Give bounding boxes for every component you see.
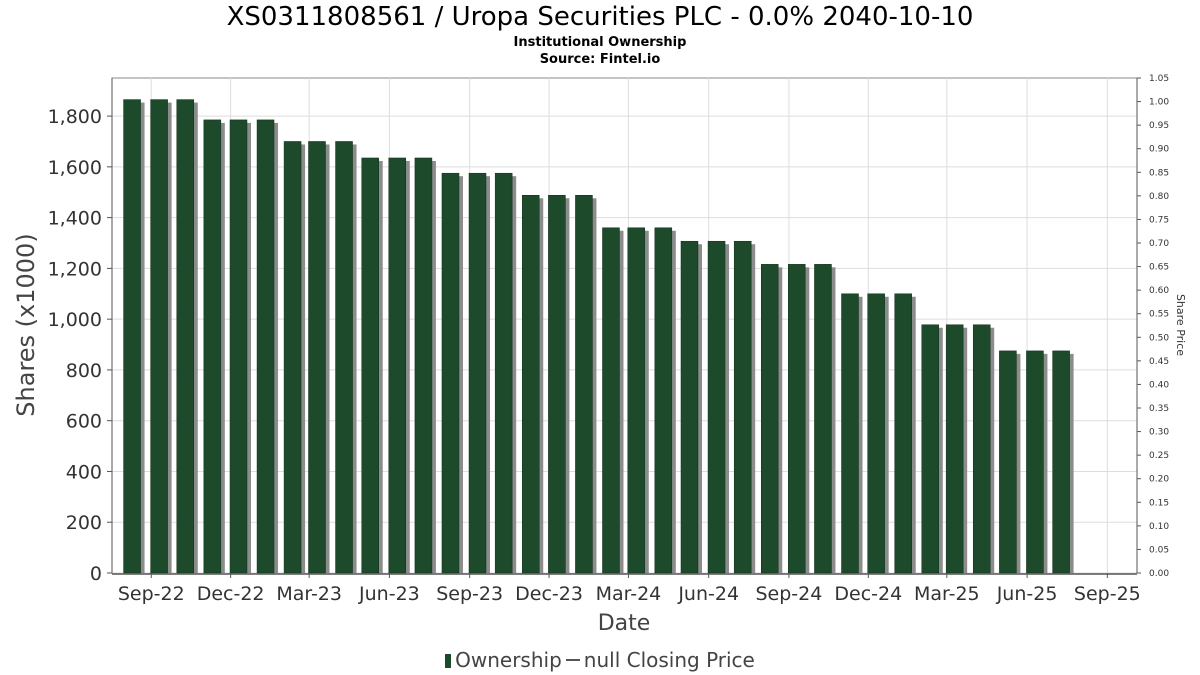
legend-price-label: null Closing Price (583, 648, 755, 672)
ownership-bar (760, 264, 779, 574)
ownership-bar (123, 99, 141, 574)
x-tick-label: Jun-25 (996, 583, 1058, 605)
y2-tick-label: 0.80 (1149, 192, 1169, 202)
y2-tick-label: 0.05 (1149, 545, 1169, 555)
y-tick-label: 0 (90, 563, 102, 585)
ownership-bar (203, 119, 222, 574)
ownership-bar (308, 141, 326, 574)
ownership-bar (894, 293, 912, 574)
chart-subtitle: Institutional Ownership (513, 35, 687, 50)
ownership-bar (150, 99, 168, 574)
ownership-bar (361, 157, 379, 574)
legend: Ownership null Closing Price (0, 648, 1200, 672)
ownership-bar (176, 99, 195, 574)
legend-price-swatch (565, 659, 580, 661)
ownership-bar (814, 264, 832, 574)
y-tick-label: 1,000 (48, 309, 102, 331)
x-tick-label: Mar-25 (914, 583, 980, 605)
y2-tick-label: 0.40 (1149, 380, 1169, 390)
legend-ownership-label: Ownership (455, 648, 562, 672)
x-tick-label: Mar-23 (276, 583, 342, 605)
ownership-bar (627, 227, 646, 574)
y2-tick-label: 0.20 (1149, 475, 1169, 485)
y-tick-label: 400 (66, 461, 102, 483)
x-tick-label: Dec-22 (197, 583, 265, 605)
ownership-bar (602, 227, 620, 574)
y2-tick-label: 0.15 (1149, 498, 1169, 508)
y2-tick-label: 0.95 (1149, 121, 1169, 131)
legend-ownership-swatch (445, 654, 452, 668)
y2-tick-label: 0.65 (1149, 263, 1169, 273)
y-tick-label: 1,800 (48, 106, 102, 128)
ownership-bar (256, 119, 275, 574)
x-tick-label: Mar-24 (596, 583, 662, 605)
y2-tick-label: 0.30 (1149, 428, 1169, 438)
x-tick-label: Sep-24 (756, 583, 823, 605)
y-tick-label: 800 (66, 360, 102, 382)
ownership-bar (945, 324, 964, 574)
ownership-bar (841, 293, 859, 574)
y-tick-label: 600 (66, 411, 102, 433)
x-tick-label: Sep-22 (118, 583, 185, 605)
ownership-bar (680, 240, 699, 574)
ownership-bar (867, 293, 885, 574)
x-tick-label: Jun-23 (358, 583, 420, 605)
ownership-bar (707, 240, 726, 574)
ownership-bar (1052, 350, 1070, 574)
y2-tick-label: 0.00 (1149, 569, 1169, 579)
y2-tick-label: 0.60 (1149, 286, 1169, 296)
y2-tick-label: 1.05 (1149, 74, 1169, 84)
ownership-bar (1026, 350, 1044, 574)
x-tick-label: Jun-24 (677, 583, 739, 605)
y2-tick-label: 0.45 (1149, 357, 1169, 367)
x-tick-label: Sep-25 (1074, 583, 1141, 605)
y2-axis-label: Share Price (1174, 294, 1187, 356)
ownership-bar (788, 264, 806, 574)
ownership-bar (229, 119, 248, 574)
y2-tick-label: 0.25 (1149, 451, 1169, 461)
ownership-bar (468, 172, 487, 574)
ownership-bar (441, 172, 460, 574)
y-tick-label: 1,200 (48, 258, 102, 280)
ownership-bar (654, 227, 673, 574)
y2-tick-label: 0.50 (1149, 333, 1169, 343)
ownership-bar (575, 195, 593, 574)
y2-tick-label: 0.85 (1149, 168, 1169, 178)
x-tick-label: Dec-23 (515, 583, 583, 605)
ownership-bar (388, 157, 407, 574)
y2-tick-label: 0.35 (1149, 404, 1169, 414)
y-axis-label: Shares (x1000) (12, 233, 40, 416)
ownership-bar (972, 324, 991, 574)
ownership-bar (335, 141, 353, 574)
y2-tick-label: 0.70 (1149, 239, 1169, 249)
ownership-bar (548, 195, 566, 574)
y2-tick-label: 0.10 (1149, 522, 1169, 532)
y2-tick-label: 0.55 (1149, 310, 1169, 320)
y-tick-label: 1,400 (48, 208, 102, 230)
y2-tick-label: 1.00 (1149, 98, 1169, 108)
y2-tick-label: 0.75 (1149, 215, 1169, 225)
x-tick-label: Sep-23 (436, 583, 503, 605)
y-tick-label: 1,600 (48, 157, 102, 179)
ownership-bar (494, 172, 513, 574)
x-axis-label: Date (598, 611, 651, 636)
chart-title: XS0311808561 / Uropa Securities PLC - 0.… (226, 2, 974, 32)
ownership-bar (999, 350, 1017, 574)
x-tick-label: Dec-24 (834, 583, 902, 605)
ownership-bar (733, 240, 752, 574)
ownership-bar (414, 157, 433, 574)
y2-tick-label: 0.90 (1149, 145, 1169, 155)
ownership-bar (283, 141, 302, 574)
y-tick-label: 200 (66, 512, 102, 534)
ownership-bar (521, 195, 540, 574)
ownership-bar (921, 324, 940, 574)
chart-source: Source: Fintel.io (539, 52, 661, 67)
